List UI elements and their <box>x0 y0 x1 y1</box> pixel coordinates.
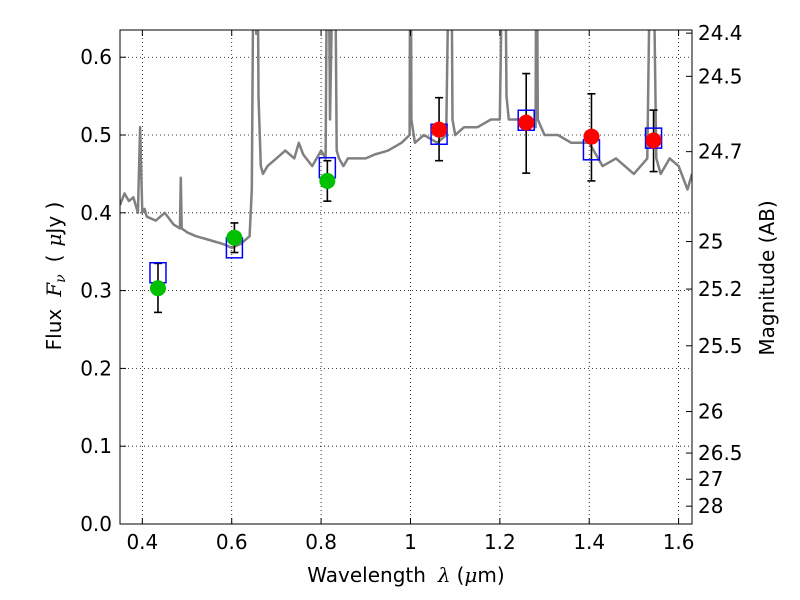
near-ir-photometry-point <box>583 128 600 145</box>
y2-tick-label: 28 <box>698 494 723 518</box>
y2-tick-label: 25.2 <box>698 277 743 301</box>
spectrum-line <box>120 30 692 250</box>
y-axis-symbol-nu: ν <box>53 274 69 283</box>
x-axis: 0.4 0.6 0.8 1 1.2 1.4 1.6 <box>126 30 695 554</box>
y-tick-label: 0.1 <box>80 434 112 458</box>
y-tick-label: 0.3 <box>80 279 112 303</box>
y-axis-unit-mu: μ <box>42 234 66 247</box>
x-tick-label: 1.6 <box>663 530 695 554</box>
y-axis-label: Flux Fν ( μJy ) <box>42 202 69 351</box>
plot-frame <box>119 29 693 525</box>
plot-area <box>120 30 692 524</box>
y2-axis-label: Magnitude (AB) <box>755 200 779 355</box>
x-tick-label: 0.8 <box>305 530 337 554</box>
x-axis-lambda: λ <box>437 563 451 587</box>
x-axis-label: Wavelength λ (μm) <box>307 563 504 587</box>
y2-tick-label: 24.7 <box>698 140 743 164</box>
x-tick-label: 1.2 <box>484 530 516 554</box>
y2-tick-label: 24.5 <box>698 64 743 88</box>
y-axis-symbol-f: F <box>42 282 66 298</box>
near-ir-photometry-point <box>431 121 448 138</box>
x-axis-unit-open: ( <box>457 563 465 587</box>
y-tick-label: 0.5 <box>80 123 112 147</box>
y-axis-unit-open: ( <box>42 255 66 263</box>
optical-photometry-point <box>149 280 166 297</box>
y2-tick-label: 25 <box>698 230 723 254</box>
x-axis-unit-mu: μ <box>464 563 477 587</box>
y2-tick-label: 26 <box>698 400 723 424</box>
y-axis: 0.0 0.1 0.2 0.3 0.4 0.5 0.6 <box>80 45 126 536</box>
y2-tick-label: 24.4 <box>698 21 743 45</box>
y-tick-label: 0.6 <box>80 45 112 69</box>
spectrum-layer <box>120 30 692 250</box>
y-tick-label: 0.0 <box>80 512 112 536</box>
x-axis-label-text: Wavelength <box>307 563 426 587</box>
x-tick-label: 0.4 <box>126 530 158 554</box>
x-axis-unit-rest: m) <box>477 563 504 587</box>
y-tick-label: 0.2 <box>80 356 112 380</box>
y2-tick-label: 26.5 <box>698 441 743 465</box>
x-tick-label: 0.6 <box>216 530 248 554</box>
y2-tick-label: 27 <box>698 467 723 491</box>
near-ir-photometry-point <box>518 114 535 131</box>
marker-layer <box>149 109 663 297</box>
y2-tick-label: 25.5 <box>698 334 743 358</box>
near-ir-photometry-point <box>645 132 662 149</box>
y-tick-label: 0.4 <box>80 201 112 225</box>
y-axis-label-text: Flux <box>42 309 66 351</box>
optical-photometry-point <box>226 229 243 246</box>
optical-photometry-point <box>319 172 336 189</box>
x-tick-label: 1.4 <box>573 530 605 554</box>
y-axis-unit-rest: Jy ) <box>42 202 66 236</box>
y2-axis: 24.4 24.5 24.7 25 25.2 25.5 26 26.527 28 <box>686 21 743 518</box>
x-tick-label: 1 <box>404 530 417 554</box>
